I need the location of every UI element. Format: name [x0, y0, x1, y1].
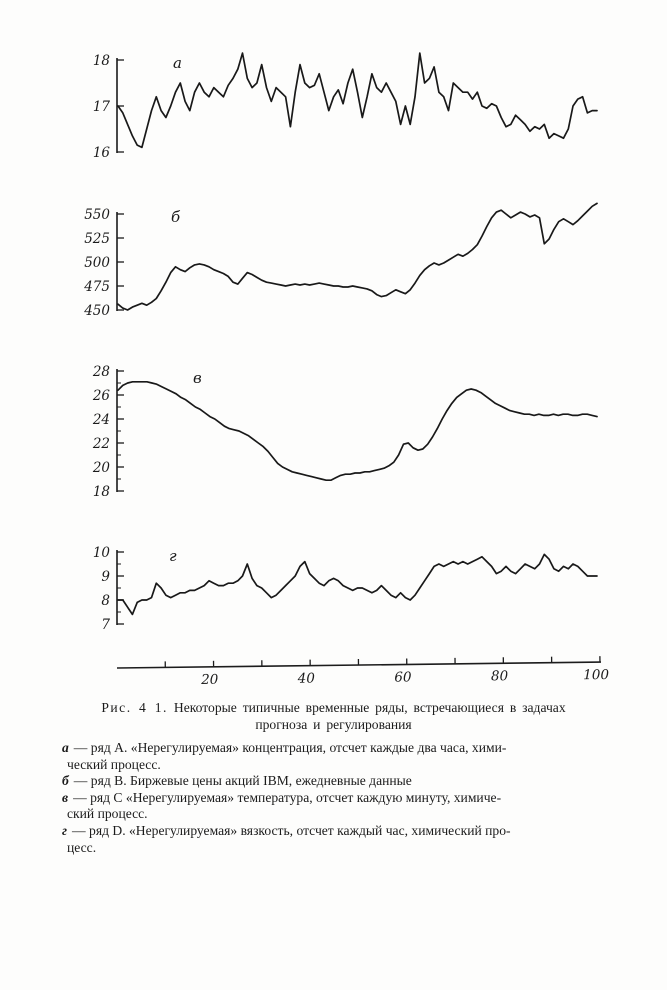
chart-letter-b: б	[171, 208, 181, 226]
series-line-g	[117, 553, 598, 616]
y-tick-label: 8	[101, 593, 110, 609]
legend-line-v: в — ряд С «Нерегулируемая» температура, о…	[62, 790, 608, 807]
x-tick-label: 100	[583, 667, 609, 683]
legend-text: ческий процесс.	[67, 756, 161, 772]
y-tick-label: 9	[101, 569, 110, 585]
x-tick-label: 40	[297, 671, 316, 687]
series-line-v	[117, 380, 598, 482]
y-tick-label: 26	[92, 388, 111, 404]
legend-text: ский процесс.	[67, 806, 148, 822]
chart-series-c: 18 20 22 24 26 28 в	[92, 364, 598, 500]
y-tick-label: 7	[101, 617, 110, 633]
x-tick-label: 60	[394, 669, 412, 685]
y-tick-label: 450	[83, 303, 110, 319]
y-tick-label: 22	[92, 436, 110, 452]
legend-text: — ряд А. «Нерегулируемая» концентрация, …	[73, 740, 507, 755]
y-tick-label: 18	[93, 53, 111, 69]
y-tick-label: 500	[84, 255, 110, 271]
x-tick-label: 20	[200, 672, 219, 688]
legend-line-a-cont: ческий процесс.	[62, 757, 608, 774]
legend-text: цесс.	[67, 839, 97, 855]
legend-letter-b: б	[62, 773, 69, 789]
chart-letter-v: в	[193, 369, 202, 387]
chart-series-a: 16 17 18 а	[93, 52, 598, 161]
chart-letter-a: а	[173, 54, 182, 72]
figure-caption-line2: прогноза и регулирования	[255, 717, 412, 732]
legend-line-b: б — ряд В. Биржевые цены акций IBM, ежедн…	[62, 773, 608, 790]
legend-text: — ряд В. Биржевые цены акций IBM, ежедне…	[73, 773, 412, 789]
legend-line-v-cont: ский процесс.	[62, 806, 608, 823]
y-tick-label: 16	[93, 145, 111, 161]
figure-legend: а — ряд А. «Нерегулируемая» концентрация,…	[62, 740, 608, 856]
legend-text: — ряд D. «Нерегулируемая» вязкость, отсч…	[72, 822, 511, 838]
chart-letter-g: г	[169, 547, 177, 565]
y-tick-label: 24	[92, 412, 110, 428]
y-tick-label: 550	[84, 207, 110, 223]
figure-caption-line1: Некоторые типичные временные ряды, встре…	[173, 700, 566, 715]
shared-x-axis: 20 40 60 80 100	[116, 656, 610, 688]
y-tick-label: 17	[93, 99, 111, 115]
chart-series-d: 7 8 9 10 г	[93, 545, 598, 633]
figure-caption: Рис. 4 1. Некоторые типичные временные ря…	[58, 699, 609, 733]
legend-letter-g: г	[62, 822, 68, 838]
x-tick-label: 80	[491, 668, 509, 684]
y-tick-label: 20	[92, 460, 111, 476]
legend-line-g-cont: цесс.	[62, 840, 608, 857]
series-line-a	[117, 52, 598, 149]
legend-line-g: г — ряд D. «Нерегулируемая» вязкость, отс…	[62, 823, 608, 840]
y-tick-label: 525	[84, 231, 110, 247]
figure-41-charts: 16 17 18 а 450 475 500 525 550 б 18 20 22 24 26 28 в 7…	[83, 52, 610, 688]
legend-line-a: а — ряд А. «Нерегулируемая» концентрация,…	[62, 740, 608, 757]
y-tick-label: 18	[93, 484, 111, 500]
legend-letter-v: в	[62, 789, 69, 805]
legend-text: — ряд С «Нерегулируемая» температура, от…	[73, 789, 502, 805]
y-tick-label: 10	[93, 545, 111, 561]
legend-letter-a: а	[62, 740, 69, 755]
series-line-b	[117, 202, 598, 311]
chart-series-b: 450 475 500 525 550 б	[83, 202, 598, 319]
y-tick-label: 28	[92, 364, 111, 380]
y-tick-label: 475	[83, 279, 110, 295]
figure-number: Рис. 4 1.	[101, 700, 168, 715]
